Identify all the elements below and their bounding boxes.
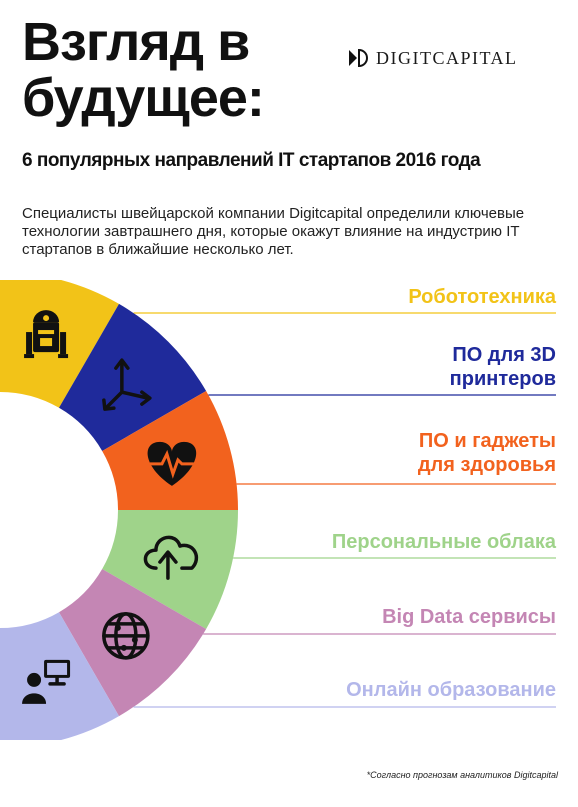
globe-network-icon — [102, 612, 150, 660]
fan-segment-4 — [102, 510, 238, 629]
page-title: Взгляд в будущее: — [22, 14, 352, 126]
direction-label-1: Робототехника — [408, 286, 556, 308]
fan-segment-2 — [59, 303, 207, 451]
3d-axes-icon — [102, 358, 152, 411]
brand-logo-text: DIGITCAPITAL — [376, 47, 518, 68]
direction-label-3: ПО и гаджеты для здоровья — [417, 430, 556, 476]
direction-label-6: Онлайн образование — [346, 679, 556, 701]
direction-label-4: Персональные облака — [331, 531, 556, 553]
fan-segment-5 — [59, 569, 207, 717]
page-subtitle: 6 популярных направлений IT стартапов 20… — [22, 150, 481, 171]
heart-pulse-icon — [147, 441, 197, 486]
intro-paragraph: Специалисты швейцарской компании Digitca… — [22, 205, 525, 258]
robot-icon — [24, 310, 69, 359]
digitcapital-logo-icon — [349, 48, 368, 68]
footnote: *Согласно прогнозам аналитиков Digitcapi… — [366, 770, 558, 780]
directions-fan-diagram — [0, 280, 556, 740]
direction-label-5: Big Data сервисы — [382, 606, 556, 628]
page-title-line-1: Взгляд в — [22, 12, 250, 72]
page-title-line-2: будущее: — [22, 68, 265, 128]
cloud-upload-icon — [143, 535, 198, 580]
online-learning-icon — [22, 659, 71, 704]
brand-logo: DIGITCAPITAL — [348, 46, 548, 70]
direction-label-2: ПО для 3D принтеров — [449, 344, 556, 390]
fan-segment-1 — [0, 280, 119, 408]
